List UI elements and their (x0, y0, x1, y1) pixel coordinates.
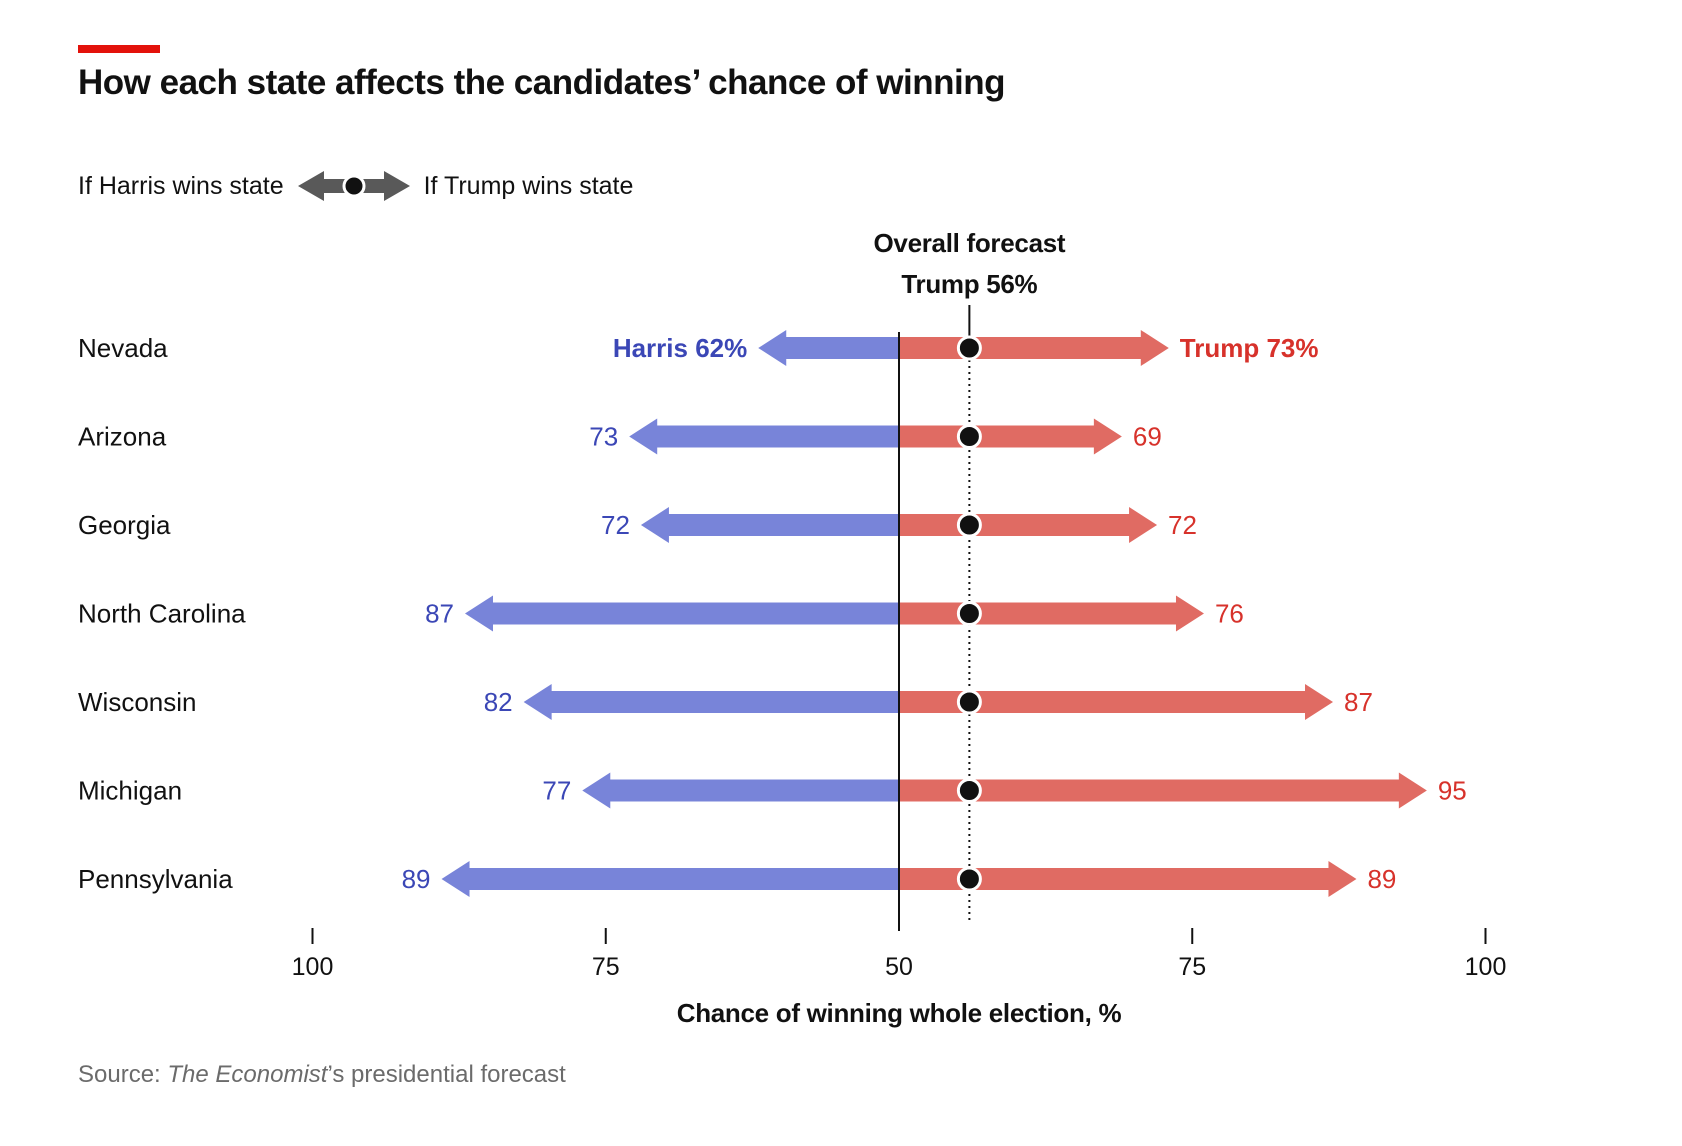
forecast-dot (956, 424, 982, 449)
accent-bar (78, 45, 160, 53)
trump-arrow (899, 418, 1122, 455)
forecast-dot (956, 866, 982, 892)
trump-value-label: 69 (1133, 422, 1162, 452)
legend-arrow-icon (297, 171, 410, 201)
x-tick-label: 100 (292, 953, 334, 981)
harris-value-label: 87 (425, 599, 454, 629)
trump-value-label: 72 (1168, 510, 1197, 540)
source-note: Source: The Economist’s presidential for… (78, 1061, 566, 1089)
state-label: Wisconsin (78, 687, 196, 717)
trump-value-label: 87 (1344, 687, 1373, 717)
state-label: Pennsylvania (78, 864, 233, 894)
trump-arrow (899, 772, 1427, 809)
trump-value-label: 95 (1438, 776, 1467, 806)
legend: If Harris wins state If Trump wins state (78, 168, 633, 204)
forecast-dot (956, 512, 982, 538)
state-label: Michigan (78, 776, 182, 806)
x-tick-label: 50 (885, 953, 913, 981)
overall-forecast-value: Trump 56% (901, 269, 1037, 299)
chart-title: How each state affects the candidates’ c… (78, 63, 1005, 102)
harris-arrow (640, 507, 899, 543)
overall-forecast-label: Overall forecast (874, 228, 1066, 258)
forecast-dot (956, 335, 982, 361)
forecast-dot (956, 601, 982, 626)
source-prefix: Source: (78, 1061, 168, 1088)
trump-value-label: 89 (1367, 864, 1396, 894)
harris-value-label: 73 (589, 422, 618, 452)
forecast-dot (956, 689, 982, 715)
harris-arrow (464, 595, 899, 632)
source-publication: The Economist (167, 1061, 328, 1088)
state-label: North Carolina (78, 599, 246, 629)
trump-arrow (899, 507, 1158, 543)
harris-value-label: 89 (402, 864, 431, 894)
x-tick-label: 100 (1465, 953, 1507, 981)
legend-harris-label: If Harris wins state (78, 171, 284, 200)
trump-arrow (899, 595, 1204, 632)
x-tick-label: 75 (592, 953, 620, 981)
trump-arrow (899, 861, 1357, 897)
source-suffix: ’s presidential forecast (327, 1061, 566, 1088)
state-label: Arizona (78, 422, 167, 452)
harris-arrow (629, 418, 899, 455)
trump-arrow (899, 684, 1334, 720)
harris-arrow (523, 684, 899, 720)
harris-value-label: 77 (542, 776, 571, 806)
harris-value-label: Harris 62% (613, 333, 747, 363)
harris-value-label: 72 (601, 510, 630, 540)
x-axis-label: Chance of winning whole election, % (677, 998, 1122, 1028)
state-label: Nevada (78, 333, 168, 363)
x-tick-label: 75 (1178, 953, 1206, 981)
harris-arrow (582, 772, 899, 809)
legend-trump-label: If Trump wins state (423, 171, 634, 200)
harris-arrow (758, 330, 899, 366)
harris-arrow (441, 861, 899, 897)
state-label: Georgia (78, 510, 171, 540)
trump-value-label: 76 (1215, 599, 1244, 629)
trump-value-label: Trump 73% (1180, 333, 1319, 363)
trump-arrow (899, 330, 1169, 366)
harris-value-label: 82 (484, 687, 513, 717)
forecast-dot (956, 778, 982, 803)
